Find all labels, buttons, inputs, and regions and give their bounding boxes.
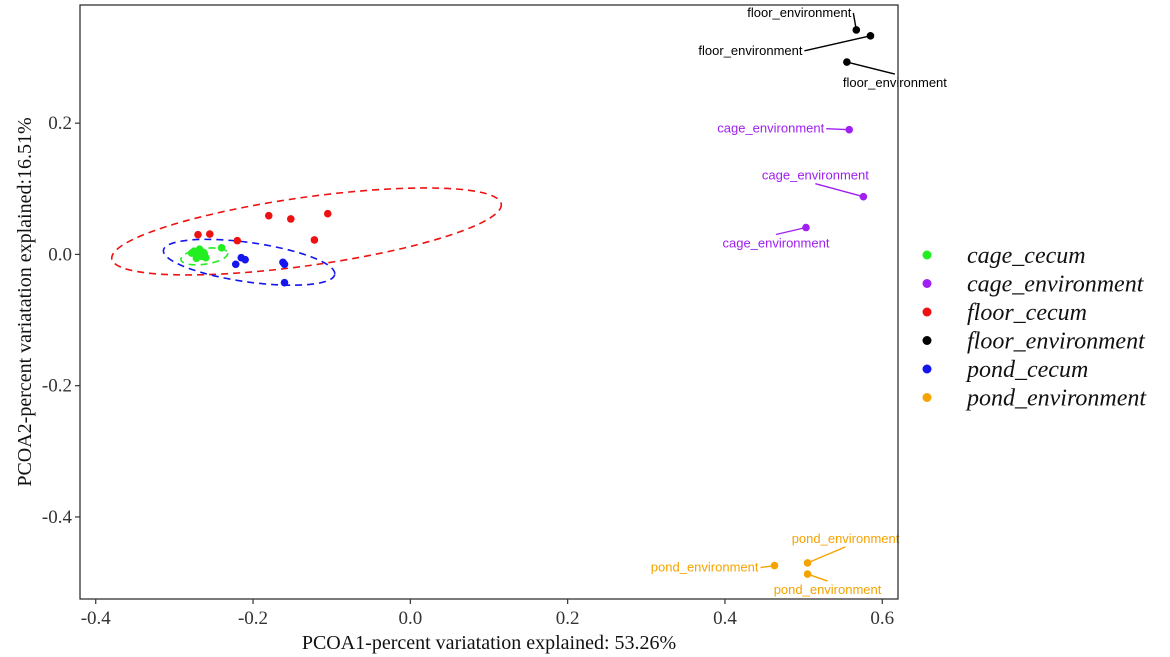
y-tick-label: 0.2	[48, 113, 72, 134]
floor_environment-point	[866, 32, 875, 40]
cage_cecum-point	[217, 244, 226, 252]
floor_cecum-point	[194, 230, 202, 239]
cage_environment-point	[802, 223, 810, 232]
label-connector	[815, 182, 864, 198]
x-tick-label: 0.4	[713, 608, 737, 629]
x-axis-title: PCOA1-percent variatation explained: 53.…	[302, 632, 676, 654]
legend-label: pond_cecum	[965, 357, 1088, 383]
point-label: cage_environment	[762, 168, 869, 183]
y-tick-label: -0.2	[42, 376, 72, 397]
data-points	[187, 26, 875, 578]
floor_cecum-point	[264, 211, 273, 220]
pond_cecum-ellipse	[162, 238, 336, 287]
label-connector	[846, 61, 896, 75]
legend-label: floor_environment	[967, 329, 1146, 355]
y-axis: -0.4 -0.2 0.0 0.2	[42, 113, 80, 528]
cage_cecum-point	[200, 249, 209, 258]
legend-label: pond_environment	[965, 386, 1147, 412]
x-tick-label: -0.4	[81, 608, 112, 629]
legend-key-cage_environment	[922, 279, 932, 288]
legend-label: floor_cecum	[967, 300, 1087, 326]
x-tick-label: -0.2	[238, 608, 268, 629]
y-tick-label: 0.0	[48, 244, 72, 265]
floor_cecum-point	[286, 215, 295, 223]
x-tick-label: 0.6	[870, 608, 894, 629]
x-axis: -0.4 -0.2 0.0 0.2 0.4 0.6	[81, 599, 894, 629]
cage_cecum-point	[192, 254, 201, 263]
label-connector	[775, 226, 807, 236]
point-label: pond_environment	[651, 560, 759, 575]
legend-key-pond_cecum	[922, 364, 932, 374]
floor_cecum-ellipse	[110, 187, 503, 276]
legend: cage_cecum cage_environmentfloor_cecumflo…	[922, 243, 1147, 412]
legend-key-pond_environment	[922, 393, 932, 402]
legend-label: cage_environment	[967, 272, 1145, 298]
x-tick-label: 0.0	[398, 608, 422, 629]
cage_environment-point	[859, 192, 868, 201]
pond_environment-point	[803, 559, 812, 567]
label-connector	[826, 128, 850, 131]
floor_cecum-point	[323, 209, 332, 218]
label-connector	[804, 35, 871, 52]
legend-key-floor_environment	[922, 336, 932, 345]
floor_environment-point	[852, 26, 861, 34]
legend-key-floor_cecum	[922, 307, 932, 317]
floor_cecum-point	[205, 230, 214, 238]
label-connector	[807, 546, 846, 564]
point-label: floor_environment	[747, 5, 851, 20]
pond_environment-point	[770, 561, 779, 570]
point-label: cage_environment	[717, 121, 824, 136]
pond_cecum-point	[280, 278, 289, 287]
pond_cecum-point	[231, 260, 240, 269]
floor_environment-point	[843, 58, 851, 66]
point-label: floor_environment	[698, 43, 802, 58]
pond_cecum-point	[237, 253, 246, 262]
cage_environment-point	[845, 125, 854, 134]
point-label: pond_environment	[792, 531, 900, 546]
confidence-ellipses	[110, 187, 503, 287]
legend-label: cage_cecum	[967, 243, 1086, 269]
plot-panel-border	[79, 4, 899, 600]
floor_cecum-point	[310, 236, 319, 244]
pond_cecum-point	[280, 260, 289, 269]
y-axis-title: PCOA2-percent variatation explained:16.5…	[14, 117, 36, 486]
cage_cecum-point	[187, 249, 196, 257]
floor_cecum-point	[233, 236, 242, 245]
x-tick-label: 0.2	[556, 608, 580, 629]
legend-key-cage_cecum	[922, 250, 932, 260]
point-label: cage_environment	[722, 236, 829, 251]
point-label: floor_environment	[843, 75, 947, 90]
y-tick-label: -0.4	[42, 507, 73, 528]
point-labels: cage_environment cage_environment cage_env…	[651, 5, 947, 597]
pond_environment-point	[803, 570, 812, 578]
label-connectors	[760, 12, 896, 582]
point-label: pond_environment	[774, 582, 882, 597]
